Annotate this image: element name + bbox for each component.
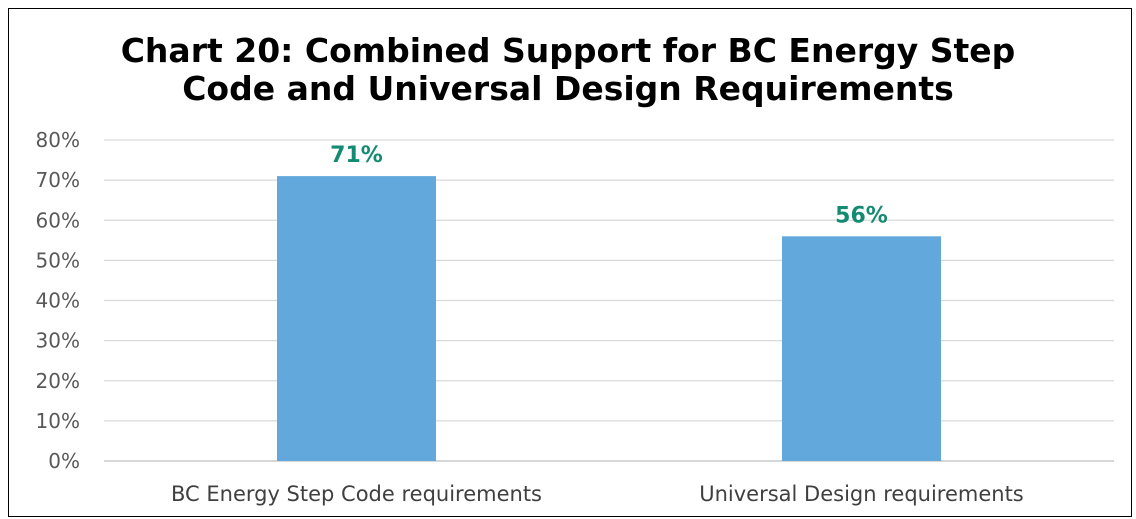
y-tick-label: 10%: [36, 409, 80, 433]
bar: [277, 176, 436, 462]
bar: [782, 236, 941, 461]
data-label: 71%: [330, 143, 383, 168]
y-tick-label: 70%: [36, 168, 80, 192]
y-tick-label: 20%: [36, 369, 80, 393]
y-tick-label: 40%: [36, 289, 80, 313]
chart-frame: [8, 8, 1132, 517]
y-tick-label: 30%: [36, 329, 80, 353]
y-tick-label: 0%: [48, 449, 80, 473]
y-tick-label: 80%: [36, 128, 80, 152]
chart-title: Chart 20: Combined Support for BC Energy…: [0, 32, 1136, 108]
x-category-label: BC Energy Step Code requirements: [171, 482, 542, 506]
y-tick-label: 50%: [36, 248, 80, 272]
y-tick-label: 60%: [36, 208, 80, 232]
chart-title-line-2: Code and Universal Design Requirements: [182, 69, 954, 108]
chart-title-line-1: Chart 20: Combined Support for BC Energy…: [120, 31, 1016, 70]
data-label: 56%: [835, 203, 888, 228]
x-category-label: Universal Design requirements: [699, 482, 1024, 506]
